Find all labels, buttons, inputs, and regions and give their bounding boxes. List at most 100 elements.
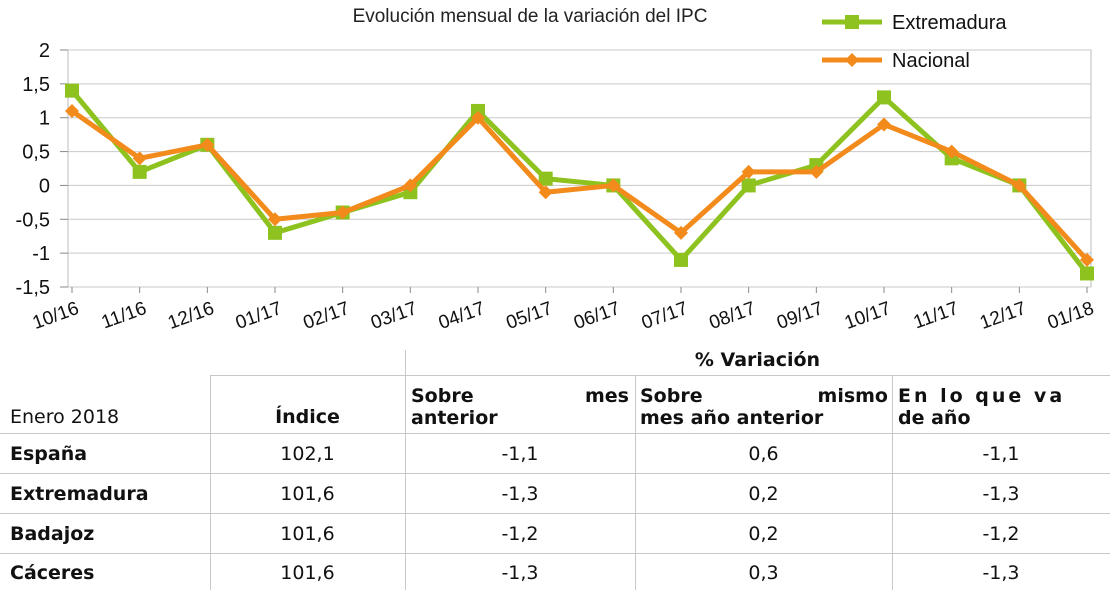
col-header-ytd-b: de año <box>898 407 971 429</box>
x-tick-label: 08/17 <box>707 298 759 334</box>
y-tick-label: 1 <box>39 108 50 130</box>
legend-marker <box>845 15 859 29</box>
data-point-nacional <box>200 137 215 152</box>
x-tick-label: 10/17 <box>842 298 894 334</box>
data-point-nacional <box>606 178 621 193</box>
x-tick-label: 12/17 <box>977 298 1029 334</box>
row-region: España <box>10 443 88 465</box>
data-point-extremadura <box>268 225 282 240</box>
col-header-prev-month-a: Sobre <box>411 385 474 407</box>
plot-frame <box>67 49 1092 288</box>
x-tick-label: 06/17 <box>571 298 623 334</box>
x-tick-label: 01/17 <box>233 298 285 334</box>
col-header-same-month-c: mes año anterior <box>640 407 824 429</box>
row-region: Cáceres <box>10 562 95 584</box>
x-tick-label: 12/16 <box>165 298 217 334</box>
row-index: 101,6 <box>280 483 335 505</box>
data-point-nacional <box>538 185 553 200</box>
chart-grid <box>60 49 1092 293</box>
data-point-extremadura <box>674 252 688 267</box>
chart-legend: Extremadura Nacional <box>822 12 1007 72</box>
data-point-nacional <box>741 164 756 179</box>
data-point-nacional <box>1012 178 1027 193</box>
row-index: 102,1 <box>280 443 335 465</box>
row-ytd: -1,3 <box>982 562 1020 584</box>
col-header-region: Enero 2018 <box>10 406 120 428</box>
row-prev-month: -1,1 <box>501 443 539 465</box>
row-ytd: -1,2 <box>982 523 1020 545</box>
col-header-same-month-b: mismo <box>817 385 888 407</box>
x-tick-label: 05/17 <box>504 298 556 334</box>
x-tick-label: 10/16 <box>30 298 82 334</box>
chart-series <box>65 83 1094 281</box>
legend-label: Extremadura <box>892 12 1007 34</box>
y-tick-label: -1,5 <box>16 277 50 299</box>
col-header-ytd-a: En lo que va <box>898 385 1066 407</box>
col-header-same-month-a: Sobre <box>640 385 703 407</box>
row-same-month: 0,6 <box>748 443 779 465</box>
table-divider <box>892 375 893 590</box>
row-prev-month: -1,3 <box>501 483 539 505</box>
series-line-nacional <box>70 108 1089 262</box>
data-point-extremadura <box>65 83 79 98</box>
data-point-extremadura <box>1080 266 1094 281</box>
data-point-nacional <box>471 110 485 125</box>
x-tick-label: 07/17 <box>639 298 691 334</box>
group-header: % Variación <box>694 349 821 371</box>
col-header-prev-month-b: mes <box>585 385 629 407</box>
x-tick-label: 09/17 <box>774 298 826 334</box>
x-tick-label: 04/17 <box>436 298 488 334</box>
data-point-nacional <box>403 178 418 193</box>
legend-marker <box>845 53 859 67</box>
x-axis-ticks: 10/16 11/16 12/16 01/17 02/17 03/17 04/17 05/17… <box>30 298 1097 334</box>
row-same-month: 0,2 <box>748 483 779 505</box>
row-prev-month: -1,3 <box>501 562 539 584</box>
row-region: Extremadura <box>10 483 149 505</box>
table-divider <box>0 473 1110 474</box>
series-line-extremadura <box>70 89 1089 275</box>
x-tick-label: 02/17 <box>301 298 353 334</box>
table-divider <box>635 375 636 590</box>
data-point-nacional <box>674 225 688 240</box>
table-divider <box>0 513 1110 514</box>
ipc-data-table: % Variación Enero 2018 Índice Sobre mes … <box>0 345 1110 590</box>
data-point-nacional <box>809 164 824 179</box>
row-index: 101,6 <box>280 523 335 545</box>
y-axis-ticks: 2 1,5 1 0,5 0 -0,5 -1 -1,5 <box>16 40 50 299</box>
row-same-month: 0,2 <box>748 523 779 545</box>
data-point-nacional <box>132 151 147 166</box>
x-tick-label: 01/18 <box>1045 298 1097 334</box>
chart-title: Evolución mensual de la variación del IP… <box>353 6 708 27</box>
y-tick-label: -1 <box>32 243 50 265</box>
y-tick-label: 1,5 <box>22 74 50 96</box>
row-prev-month: -1,2 <box>501 523 539 545</box>
data-point-nacional <box>944 144 959 159</box>
col-header-index: Índice <box>275 406 340 428</box>
x-tick-label: 03/17 <box>368 298 420 334</box>
data-point-nacional <box>877 117 891 132</box>
x-tick-label: 11/17 <box>911 298 962 334</box>
y-tick-label: 2 <box>39 40 50 62</box>
table-divider <box>0 433 1110 434</box>
col-header-ytd: En lo que va de año <box>898 385 1098 429</box>
data-point-extremadura <box>538 171 553 186</box>
col-header-prev-month-c: anterior <box>411 407 498 429</box>
table-divider <box>210 375 211 590</box>
x-tick-label: 11/16 <box>99 298 150 334</box>
y-tick-label: -0,5 <box>16 209 50 231</box>
y-tick-label: 0,5 <box>22 142 50 164</box>
y-tick-label: 0 <box>39 175 50 197</box>
col-header-prev-month: Sobre mes anterior <box>411 385 629 429</box>
row-index: 101,6 <box>280 562 335 584</box>
row-ytd: -1,1 <box>982 443 1020 465</box>
data-point-extremadura <box>741 178 756 193</box>
data-point-extremadura <box>132 164 147 179</box>
ipc-line-chart: Evolución mensual de la variación del IP… <box>16 6 1097 334</box>
data-point-nacional <box>268 212 282 227</box>
data-point-nacional <box>65 103 79 118</box>
data-point-nacional <box>1080 252 1094 267</box>
row-region: Badajoz <box>10 523 95 545</box>
data-point-nacional <box>335 205 350 220</box>
data-point-extremadura <box>877 90 891 105</box>
legend-label: Nacional <box>892 50 970 72</box>
